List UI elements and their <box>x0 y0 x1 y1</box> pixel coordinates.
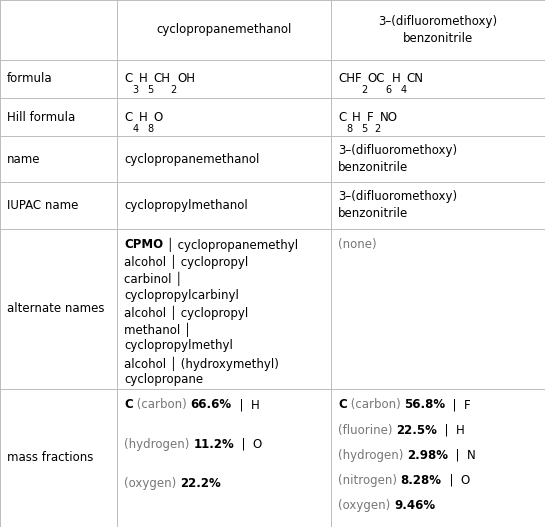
Text: C: C <box>338 398 347 412</box>
Text: (carbon): (carbon) <box>347 398 404 412</box>
Text: H: H <box>352 111 361 124</box>
Text: 6: 6 <box>385 85 391 95</box>
Text: cyclopropylmethanol: cyclopropylmethanol <box>124 199 248 212</box>
Text: (oxygen): (oxygen) <box>124 477 180 490</box>
Text: CH: CH <box>154 72 171 85</box>
Text: 3–(difluoromethoxy)
benzonitrile: 3–(difluoromethoxy) benzonitrile <box>338 190 457 220</box>
Text: H: H <box>138 72 147 85</box>
Text: (fluorine): (fluorine) <box>338 424 396 436</box>
Text: (none): (none) <box>338 238 377 251</box>
Text: 22.5%: 22.5% <box>396 424 437 436</box>
Text: methanol │: methanol │ <box>124 323 191 337</box>
Text: H: H <box>391 72 400 85</box>
Text: OC: OC <box>368 72 385 85</box>
Text: name: name <box>7 153 40 165</box>
Text: CN: CN <box>406 72 423 85</box>
Text: alcohol │ cyclopropyl: alcohol │ cyclopropyl <box>124 255 249 269</box>
Text: 11.2%: 11.2% <box>193 438 234 451</box>
Text: alcohol │ cyclopropyl: alcohol │ cyclopropyl <box>124 306 249 320</box>
Text: |  F: | F <box>445 398 471 412</box>
Text: carbinol │: carbinol │ <box>124 272 183 286</box>
Text: 2: 2 <box>171 85 177 95</box>
Text: 8: 8 <box>346 124 352 134</box>
Text: Hill formula: Hill formula <box>7 111 75 124</box>
Text: cyclopropanemethanol: cyclopropanemethanol <box>124 153 259 165</box>
Text: 2: 2 <box>374 124 380 134</box>
Text: cyclopropylmethyl: cyclopropylmethyl <box>124 339 233 353</box>
Text: |  H: | H <box>437 424 465 436</box>
Text: C: C <box>124 111 132 124</box>
Text: C: C <box>124 398 133 412</box>
Text: (oxygen): (oxygen) <box>338 499 394 512</box>
Text: (nitrogen): (nitrogen) <box>338 474 401 487</box>
Text: OH: OH <box>177 72 195 85</box>
Text: alternate names: alternate names <box>7 302 105 315</box>
Text: C: C <box>124 72 132 85</box>
Text: 5: 5 <box>361 124 367 134</box>
Text: cyclopropane: cyclopropane <box>124 373 203 386</box>
Text: (carbon): (carbon) <box>133 398 191 412</box>
Text: 9.46%: 9.46% <box>394 499 435 512</box>
Text: formula: formula <box>7 72 53 85</box>
Text: 56.8%: 56.8% <box>404 398 445 412</box>
Text: 4: 4 <box>132 124 138 134</box>
Text: 3–(difluoromethoxy)
benzonitrile: 3–(difluoromethoxy) benzonitrile <box>338 144 457 174</box>
Text: 8: 8 <box>147 124 154 134</box>
Text: CHF: CHF <box>338 72 361 85</box>
Text: alcohol │ (hydroxymethyl): alcohol │ (hydroxymethyl) <box>124 356 279 370</box>
Text: (hydrogen): (hydrogen) <box>338 448 407 462</box>
Text: 3–(difluoromethoxy)
benzonitrile: 3–(difluoromethoxy) benzonitrile <box>378 15 498 45</box>
Text: |  N: | N <box>448 448 476 462</box>
Text: 22.2%: 22.2% <box>180 477 221 490</box>
Text: 3: 3 <box>132 85 138 95</box>
Text: │ cyclopropanemethyl: │ cyclopropanemethyl <box>164 238 299 252</box>
Text: (hydrogen): (hydrogen) <box>124 438 193 451</box>
Text: 2.98%: 2.98% <box>407 448 448 462</box>
Text: cyclopropanemethanol: cyclopropanemethanol <box>156 23 292 36</box>
Text: CPMO: CPMO <box>124 238 164 251</box>
Text: |  H: | H <box>232 398 259 412</box>
Text: |  O: | O <box>441 474 470 487</box>
Text: 4: 4 <box>400 85 406 95</box>
Text: 8.28%: 8.28% <box>401 474 441 487</box>
Text: 5: 5 <box>147 85 154 95</box>
Text: C: C <box>338 111 346 124</box>
Text: O: O <box>154 111 163 124</box>
Text: IUPAC name: IUPAC name <box>7 199 78 212</box>
Text: NO: NO <box>380 111 398 124</box>
Text: F: F <box>367 111 374 124</box>
Text: H: H <box>138 111 147 124</box>
Text: 2: 2 <box>361 85 368 95</box>
Text: cyclopropylcarbinyl: cyclopropylcarbinyl <box>124 289 239 302</box>
Text: 66.6%: 66.6% <box>191 398 232 412</box>
Text: mass fractions: mass fractions <box>7 452 93 464</box>
Text: |  O: | O <box>234 438 262 451</box>
